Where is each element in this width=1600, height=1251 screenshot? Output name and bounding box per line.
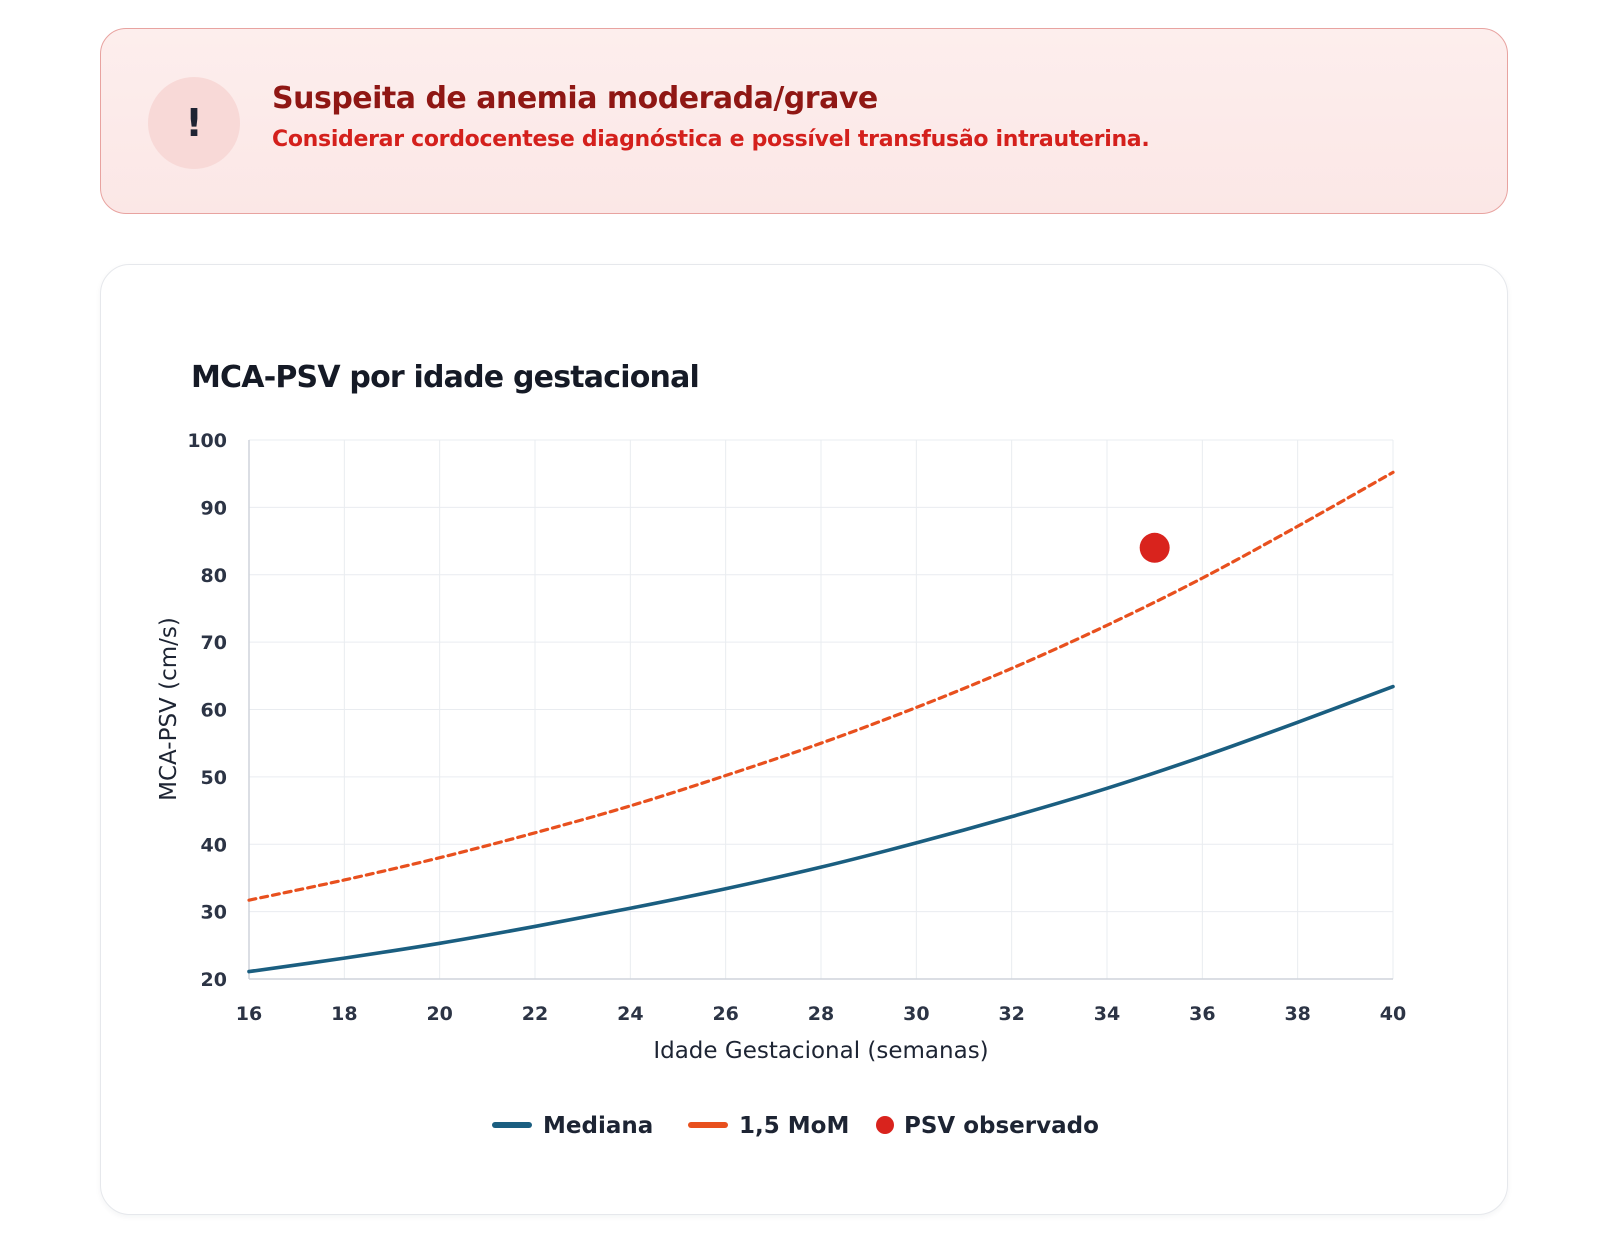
chart-card: MCA-PSV por idade gestacional 16 18 20 22 24…: [100, 264, 1508, 1215]
chart-title: MCA-PSV por idade gestacional: [191, 360, 699, 395]
y-tick-label: 90: [201, 497, 227, 519]
y-tick-label: 80: [201, 565, 227, 587]
chart-series: [247, 470, 1395, 974]
y-tick-label: 20: [201, 969, 227, 991]
x-tick-label: 20: [426, 1003, 452, 1025]
legend-label: Mediana: [543, 1113, 653, 1139]
x-tick-label: 40: [1380, 1003, 1406, 1025]
x-tick-label: 18: [331, 1003, 357, 1025]
chart-axes: 16 18 20 22 24 26 28 30 32 34 36 38 40 20 30 40 50 60 70 80…: [187, 430, 1406, 1025]
series-line-mediana: [247, 684, 1395, 974]
legend-item-mediana: Mediana: [492, 1113, 653, 1139]
y-tick-label: 30: [201, 902, 227, 924]
alert-title: Suspeita de anemia moderada/grave: [272, 81, 878, 116]
psv-observed-point: [1139, 532, 1170, 563]
x-tick-label: 16: [236, 1003, 262, 1025]
y-tick-label: 50: [201, 767, 227, 789]
legend-item-1-5-mom: 1,5 MoM: [688, 1113, 849, 1139]
x-tick-label: 32: [998, 1003, 1024, 1025]
x-tick-label: 34: [1094, 1003, 1120, 1025]
legend-item-psv-observado: PSV observado: [876, 1113, 1099, 1139]
x-tick-label: 38: [1284, 1003, 1310, 1025]
y-tick-label: 60: [201, 700, 227, 722]
x-tick-label: 24: [617, 1003, 643, 1025]
x-tick-label: 22: [522, 1003, 548, 1025]
y-axis-label: MCA-PSV (cm/s): [156, 617, 182, 801]
legend-marker-dot: [876, 1116, 894, 1134]
chart-grid: [249, 439, 1394, 979]
y-tick-label: 100: [187, 430, 227, 452]
mca-psv-chart: MCA-PSV por idade gestacional 16 18 20 22 24…: [156, 360, 1406, 1139]
legend-label: PSV observado: [904, 1113, 1099, 1139]
y-tick-label: 70: [201, 632, 227, 654]
legend-label: 1,5 MoM: [739, 1113, 849, 1139]
x-tick-label: 28: [808, 1003, 834, 1025]
chart-legend: Mediana 1,5 MoM PSV observado: [492, 1113, 1099, 1139]
x-axis-label: Idade Gestacional (semanas): [653, 1038, 988, 1064]
series-line-1-5-mom: [247, 470, 1395, 902]
exclamation-icon: !: [148, 77, 240, 169]
alert-banner: ! Suspeita de anemia moderada/grave Cons…: [100, 28, 1508, 214]
x-tick-label: 36: [1189, 1003, 1215, 1025]
y-tick-label: 40: [201, 834, 227, 856]
x-tick-label: 30: [903, 1003, 929, 1025]
alert-message: Considerar cordocentese diagnóstica e po…: [272, 127, 1150, 152]
x-tick-label: 26: [712, 1003, 738, 1025]
